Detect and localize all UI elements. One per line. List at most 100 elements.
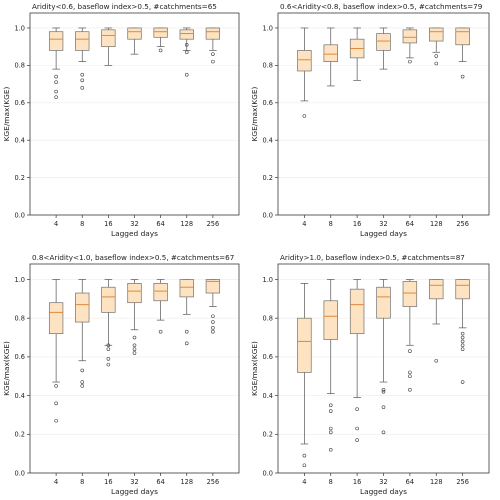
box-4-days bbox=[297, 283, 312, 468]
outlier-point bbox=[381, 387, 386, 392]
outlier-point bbox=[434, 358, 439, 363]
outlier-point bbox=[54, 95, 58, 99]
y-tick-label: 0.2 bbox=[15, 174, 26, 182]
outlier-point bbox=[80, 380, 85, 384]
iqr-box bbox=[402, 29, 418, 44]
outlier-point bbox=[132, 335, 137, 340]
y-tick-label: 1.0 bbox=[15, 24, 26, 32]
panel-title: 0.6<Aridity<0.8, baseflow index>0.5, #ca… bbox=[280, 2, 483, 11]
panel-title: Aridity<0.6, baseflow index>0.5, #catchm… bbox=[32, 2, 217, 11]
x-tick-label: 4 bbox=[54, 478, 58, 486]
outlier-point bbox=[460, 339, 465, 344]
y-tick-label: 0.2 bbox=[263, 174, 274, 182]
y-tick-label: 1.0 bbox=[263, 276, 274, 284]
box-256-days bbox=[205, 27, 221, 64]
outlier-point bbox=[460, 343, 465, 348]
iqr-box bbox=[179, 29, 194, 40]
outlier-point bbox=[211, 326, 215, 330]
box-32-days bbox=[376, 279, 391, 435]
outlier-point bbox=[184, 341, 189, 346]
outlier-point bbox=[381, 405, 386, 410]
outlier-point bbox=[80, 72, 85, 77]
y-tick-label: 0.8 bbox=[15, 62, 26, 70]
outlier-point bbox=[211, 320, 215, 324]
x-tick-label: 8 bbox=[329, 220, 333, 228]
box-64-days bbox=[153, 279, 168, 334]
y-axis-label: KGE/max(KGE) bbox=[2, 86, 11, 141]
y-tick-label: 0.6 bbox=[15, 99, 26, 107]
y-tick-label: 0.8 bbox=[263, 62, 274, 70]
box-4-days bbox=[297, 27, 312, 118]
y-tick-label: 0.4 bbox=[15, 136, 26, 144]
iqr-box bbox=[376, 33, 391, 51]
axes-frame bbox=[277, 12, 490, 216]
box-8-days bbox=[75, 27, 90, 90]
x-tick-label: 4 bbox=[54, 220, 58, 228]
iqr-box bbox=[376, 286, 391, 319]
x-tick-label: 16 bbox=[104, 478, 112, 486]
x-tick-label: 64 bbox=[156, 478, 164, 486]
box-32-days bbox=[127, 279, 142, 355]
outlier-point bbox=[158, 329, 163, 334]
x-tick-label: 16 bbox=[353, 220, 361, 228]
y-tick-label: 0.0 bbox=[263, 211, 274, 219]
x-axis-label: Lagged days bbox=[360, 487, 407, 496]
x-tick-label: 128 bbox=[180, 220, 193, 228]
iqr-box bbox=[48, 302, 64, 335]
outlier-point bbox=[355, 426, 359, 431]
outlier-point bbox=[408, 374, 412, 379]
outlier-point bbox=[132, 351, 137, 355]
outlier-point bbox=[460, 380, 465, 384]
box-16-days bbox=[101, 279, 116, 367]
y-tick-label: 0.6 bbox=[263, 353, 274, 361]
outlier-point bbox=[460, 347, 465, 351]
iqr-box bbox=[153, 27, 168, 38]
box-16-days bbox=[101, 27, 116, 66]
outlier-point bbox=[80, 78, 85, 83]
x-tick-label: 64 bbox=[406, 478, 414, 486]
outlier-point bbox=[106, 343, 111, 348]
x-tick-label: 64 bbox=[406, 220, 414, 228]
outlier-point bbox=[408, 387, 412, 392]
y-tick-label: 0.0 bbox=[15, 469, 26, 477]
outlier-point bbox=[328, 426, 333, 431]
box-16-days bbox=[349, 279, 365, 442]
outlier-point bbox=[460, 331, 465, 336]
iqr-box bbox=[297, 50, 312, 72]
outlier-point bbox=[302, 114, 307, 118]
iqr-box bbox=[429, 27, 444, 42]
box-8-days bbox=[75, 279, 90, 388]
outlier-point bbox=[80, 384, 85, 388]
box-64-days bbox=[402, 279, 418, 392]
iqr-box bbox=[323, 44, 338, 62]
iqr-box bbox=[402, 281, 418, 307]
x-axis-label: Lagged days bbox=[111, 487, 158, 496]
outlier-point bbox=[381, 430, 386, 435]
outlier-point bbox=[302, 463, 307, 468]
outlier-point bbox=[381, 389, 386, 394]
y-axis-label: KGE/max(KGE) bbox=[250, 341, 259, 396]
panel-title: Aridity>1.0, baseflow index>0.5, #catchm… bbox=[280, 253, 465, 262]
iqr-box bbox=[153, 283, 168, 302]
iqr-box bbox=[127, 27, 142, 40]
box-64-days bbox=[402, 27, 418, 64]
box-128-days bbox=[429, 27, 444, 66]
outlier-point bbox=[184, 42, 189, 47]
box-64-days bbox=[153, 27, 168, 53]
outlier-point bbox=[408, 370, 412, 375]
box-256-days bbox=[205, 279, 221, 334]
y-tick-label: 0.6 bbox=[15, 353, 26, 361]
y-axis-label: KGE/max(KGE) bbox=[250, 86, 259, 141]
box-128-days bbox=[179, 279, 194, 346]
outlier-point bbox=[460, 74, 465, 79]
outlier-point bbox=[211, 59, 215, 64]
outlier-point bbox=[158, 48, 163, 53]
x-tick-label: 256 bbox=[207, 478, 220, 486]
outlier-point bbox=[80, 86, 85, 90]
y-tick-label: 0.4 bbox=[15, 392, 26, 400]
outlier-point bbox=[355, 438, 359, 442]
outlier-point bbox=[132, 343, 137, 348]
x-tick-label: 16 bbox=[353, 478, 361, 486]
y-tick-label: 1.0 bbox=[15, 276, 26, 284]
